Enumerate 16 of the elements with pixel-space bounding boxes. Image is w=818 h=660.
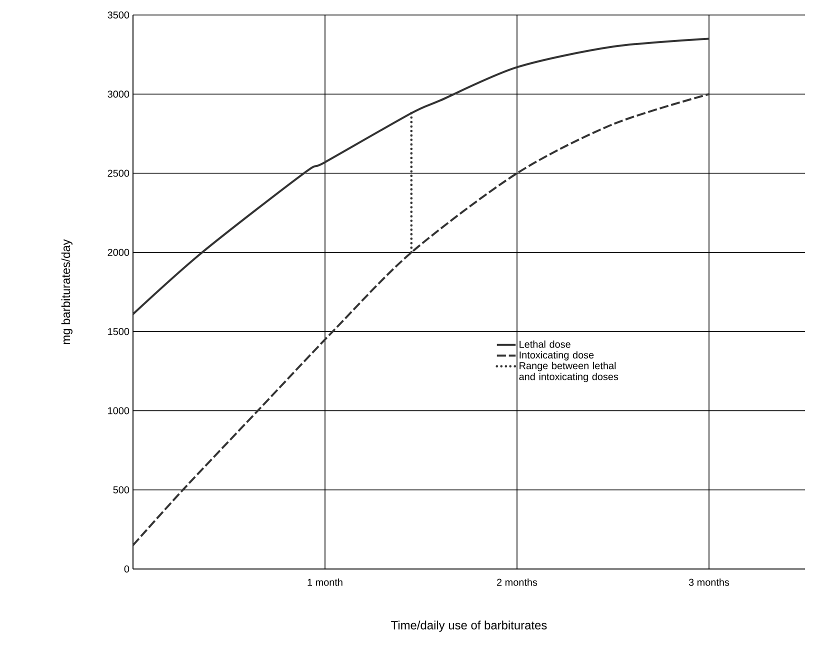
legend-label: Intoxicating dose [520, 351, 594, 360]
legend-label: Range between lethal and intoxicating doses [519, 362, 618, 382]
x-tick-label: 2 months [497, 578, 538, 586]
y-tick-label: 2000 [108, 248, 130, 256]
y-tick-label: 2500 [108, 170, 130, 177]
y-axis-title: mg barbiturates/day [61, 239, 72, 344]
x-axis-title: Time/daily use of barbiturates [391, 620, 547, 632]
x-tick-label: 3 months [688, 578, 730, 586]
x-tick-label: 1 month [308, 578, 342, 586]
y-tick-label: 3500 [108, 11, 130, 19]
y-tick-label: 1000 [108, 407, 130, 414]
legend-label: Lethal dose [520, 340, 570, 348]
y-tick-label: 1500 [108, 328, 130, 336]
y-tick-label: 500 [113, 486, 130, 494]
y-tick-label: 3000 [108, 90, 130, 98]
y-tick-label: 0 [124, 565, 130, 573]
